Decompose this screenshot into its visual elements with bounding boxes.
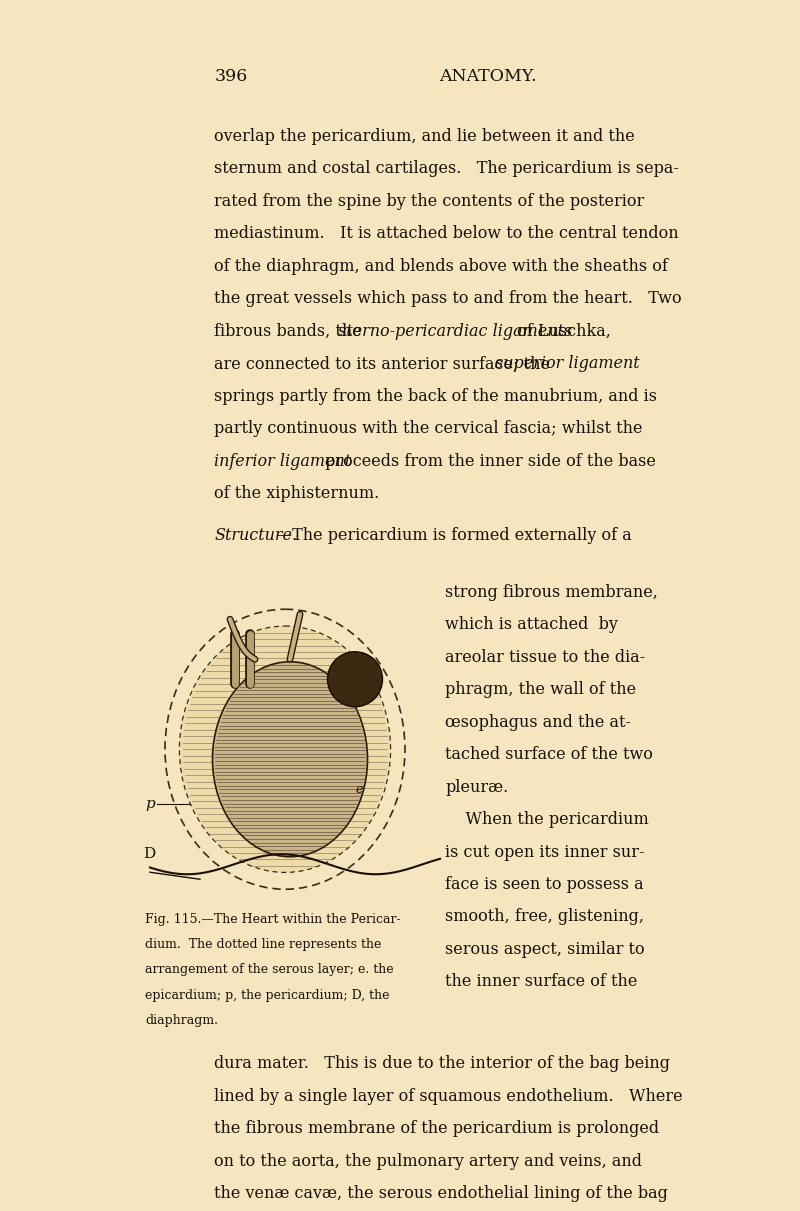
Text: pleuræ.: pleuræ. (445, 779, 508, 796)
Text: lined by a single layer of squamous endothelium.   Where: lined by a single layer of squamous endo… (214, 1087, 683, 1104)
Text: partly continuous with the cervical fascia; whilst the: partly continuous with the cervical fasc… (214, 420, 643, 437)
Text: mediastinum.   It is attached below to the central tendon: mediastinum. It is attached below to the… (214, 225, 679, 242)
Text: springs partly from the back of the manubrium, and is: springs partly from the back of the manu… (214, 388, 658, 404)
Text: —The pericardium is formed externally of a: —The pericardium is formed externally of… (277, 527, 632, 544)
Text: arrangement of the serous layer; e. the: arrangement of the serous layer; e. the (145, 963, 394, 976)
Text: 396: 396 (214, 68, 248, 85)
Text: superior ligament: superior ligament (494, 355, 639, 372)
Text: Fig. 115.—The Heart within the Pericar-: Fig. 115.—The Heart within the Pericar- (145, 913, 401, 925)
Ellipse shape (179, 626, 390, 872)
Text: of the diaphragm, and blends above with the sheaths of: of the diaphragm, and blends above with … (214, 258, 668, 275)
Text: overlap the pericardium, and lie between it and the: overlap the pericardium, and lie between… (214, 128, 635, 145)
Text: which is attached  by: which is attached by (445, 616, 618, 633)
Text: the great vessels which pass to and from the heart.   Two: the great vessels which pass to and from… (214, 291, 682, 308)
Text: œsophagus and the at-: œsophagus and the at- (445, 713, 631, 730)
Text: diaphragm.: diaphragm. (145, 1014, 218, 1027)
Text: ANATOMY.: ANATOMY. (439, 68, 538, 85)
Text: smooth, free, glistening,: smooth, free, glistening, (445, 908, 644, 925)
Text: dium.  The dotted line represents the: dium. The dotted line represents the (145, 939, 382, 951)
Text: fibrous bands, the: fibrous bands, the (214, 322, 367, 340)
Text: epicardium; p, the pericardium; D, the: epicardium; p, the pericardium; D, the (145, 988, 390, 1001)
Text: are connected to its anterior surface; the: are connected to its anterior surface; t… (214, 355, 555, 372)
Text: serous aspect, similar to: serous aspect, similar to (445, 941, 645, 958)
Text: inferior ligament: inferior ligament (214, 453, 351, 470)
Text: rated from the spine by the contents of the posterior: rated from the spine by the contents of … (214, 193, 645, 210)
Text: strong fibrous membrane,: strong fibrous membrane, (445, 584, 658, 601)
Text: is cut open its inner sur-: is cut open its inner sur- (445, 844, 645, 861)
Text: sternum and costal cartilages.   The pericardium is sepa-: sternum and costal cartilages. The peric… (214, 160, 679, 178)
Ellipse shape (327, 652, 382, 707)
Text: areolar tissue to the dia-: areolar tissue to the dia- (445, 649, 646, 666)
Ellipse shape (213, 661, 367, 856)
Text: p: p (145, 797, 154, 811)
Text: the inner surface of the: the inner surface of the (445, 974, 638, 991)
Text: proceeds from the inner side of the base: proceeds from the inner side of the base (320, 453, 656, 470)
Text: When the pericardium: When the pericardium (445, 811, 649, 828)
Text: Structure.: Structure. (214, 527, 298, 544)
Text: sterno-pericardiac ligaments: sterno-pericardiac ligaments (338, 322, 573, 340)
Text: face is seen to possess a: face is seen to possess a (445, 876, 644, 893)
Text: the fibrous membrane of the pericardium is prolonged: the fibrous membrane of the pericardium … (214, 1120, 659, 1137)
Text: of Luschka,: of Luschka, (512, 322, 610, 340)
Text: phragm, the wall of the: phragm, the wall of the (445, 682, 636, 699)
Text: D: D (143, 848, 155, 861)
Text: the venæ cavæ, the serous endothelial lining of the bag: the venæ cavæ, the serous endothelial li… (214, 1186, 668, 1203)
Text: dura mater.   This is due to the interior of the bag being: dura mater. This is due to the interior … (214, 1056, 670, 1073)
Text: on to the aorta, the pulmonary artery and veins, and: on to the aorta, the pulmonary artery an… (214, 1153, 642, 1170)
Text: of the xiphisternum.: of the xiphisternum. (214, 484, 380, 503)
Text: e: e (355, 782, 362, 796)
Text: tached surface of the two: tached surface of the two (445, 746, 653, 763)
